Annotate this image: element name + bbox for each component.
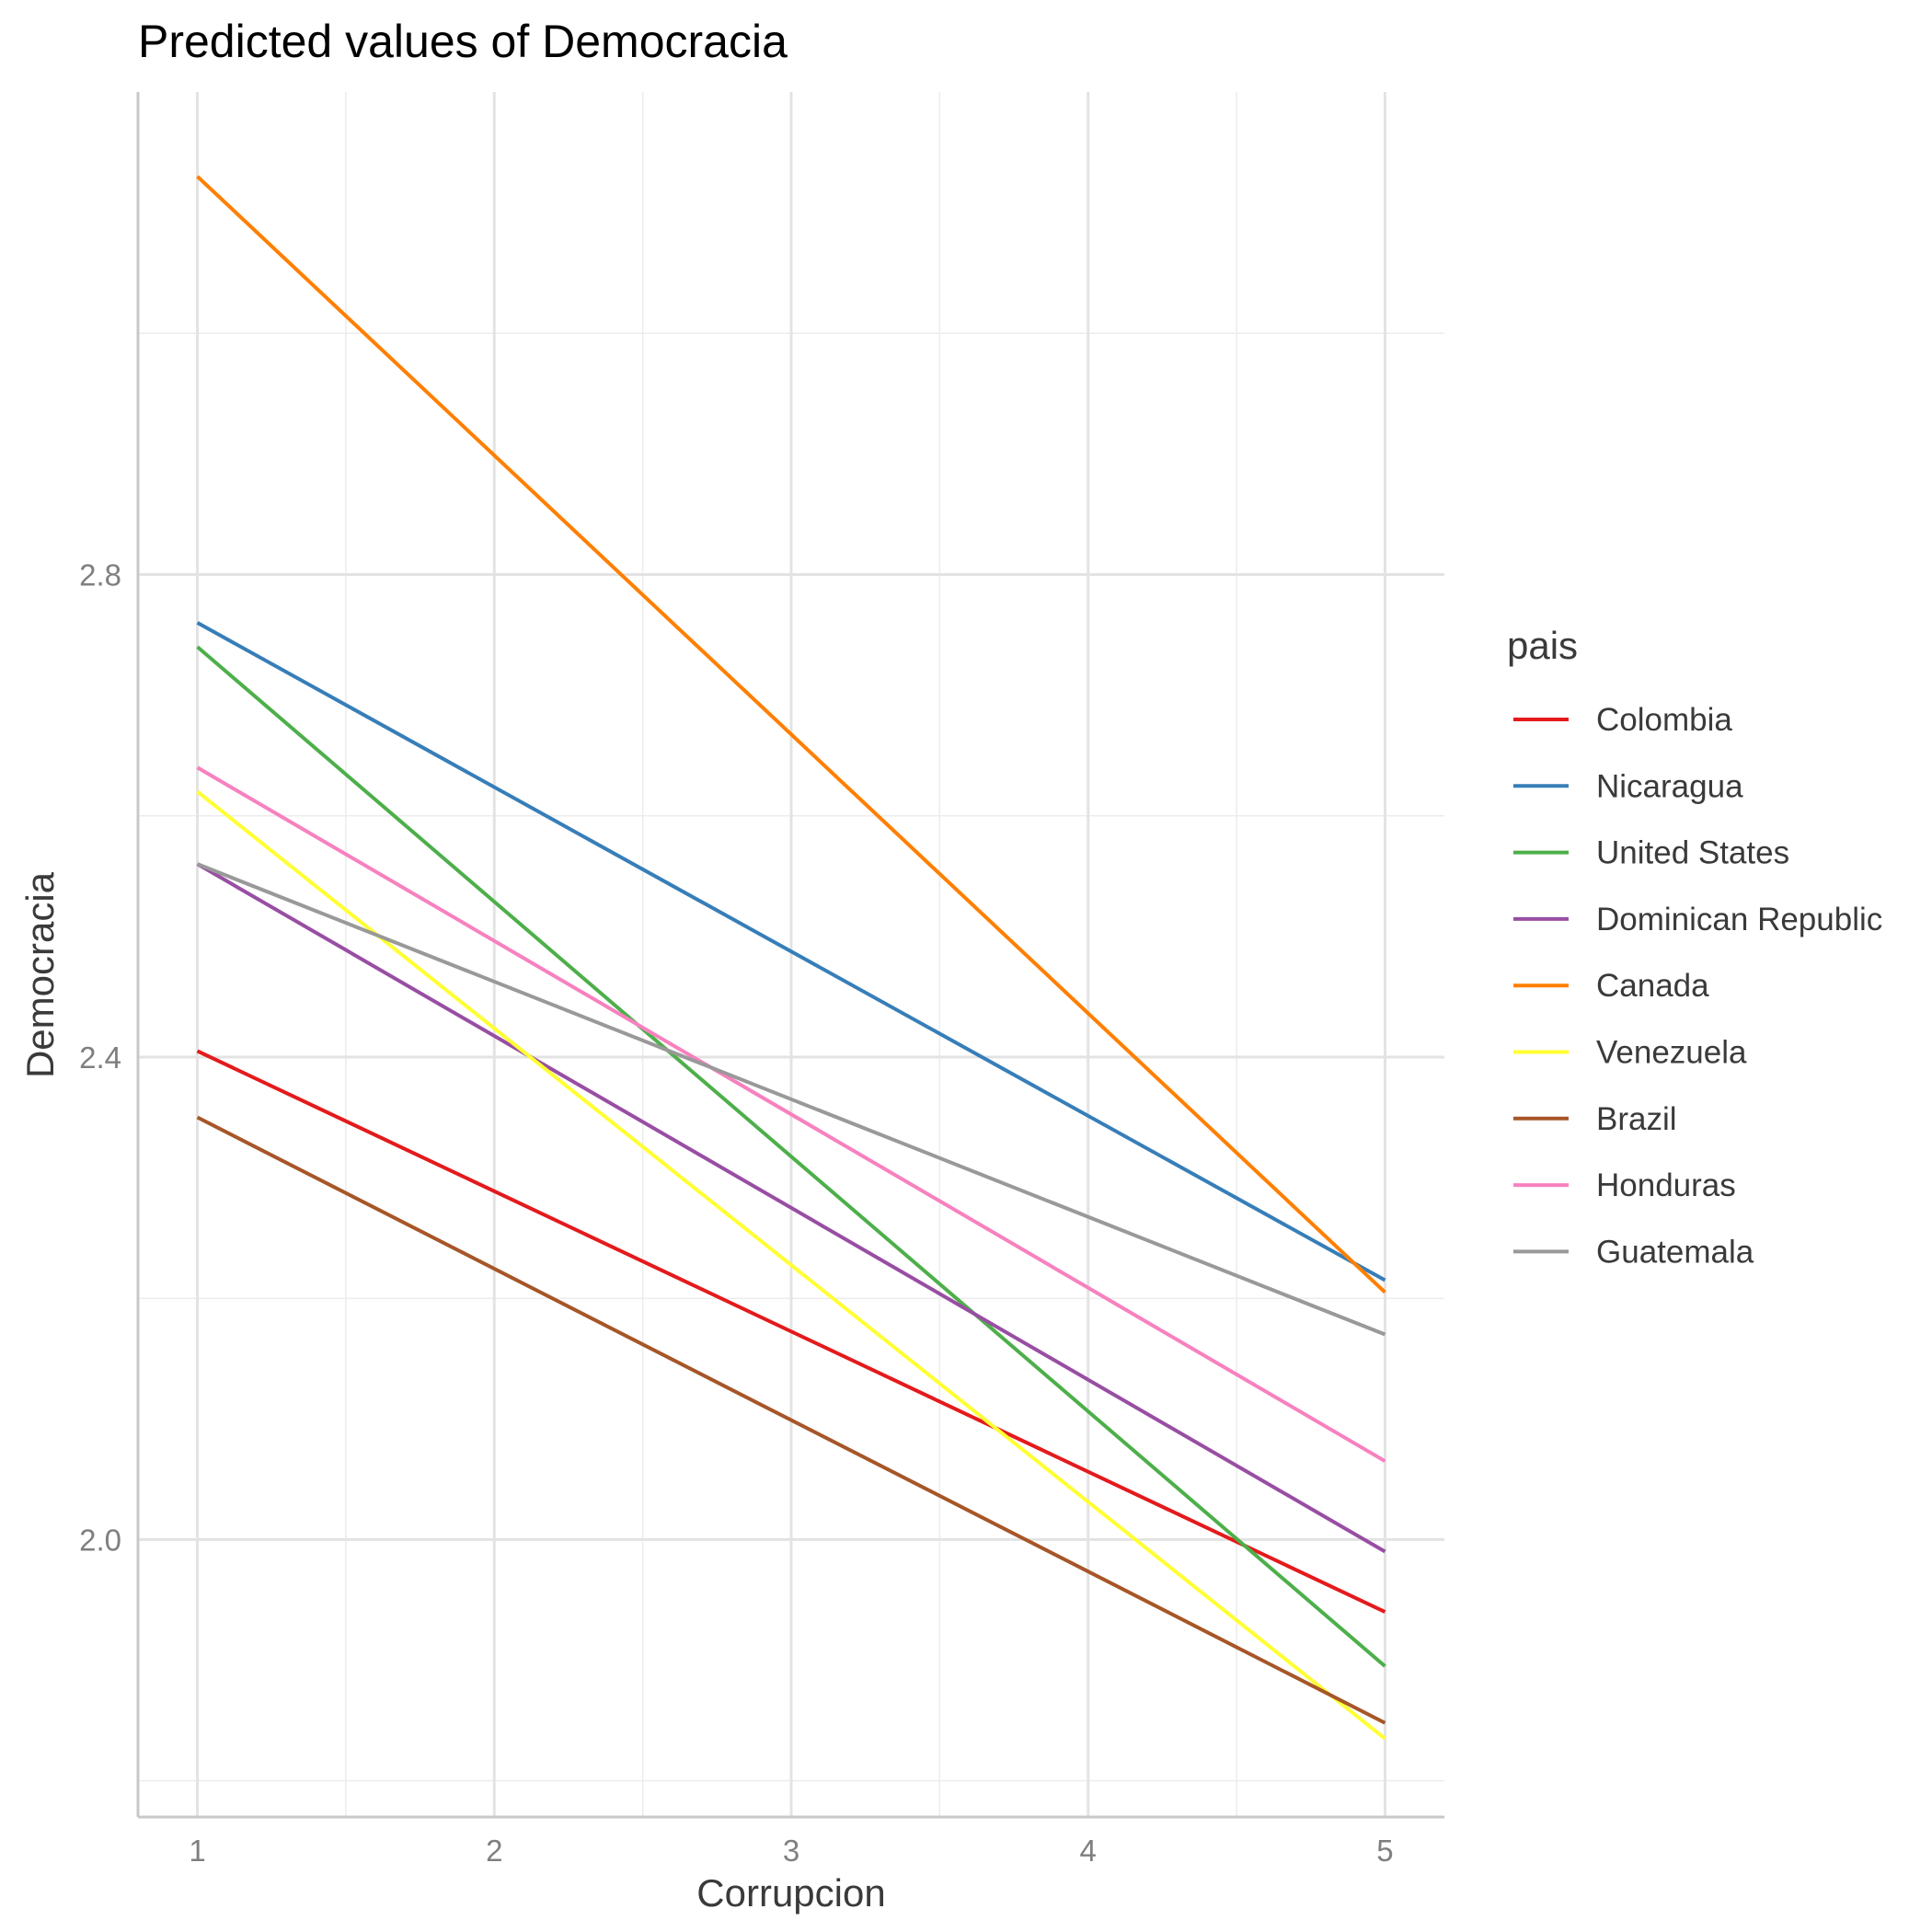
legend-label: Venezuela: [1596, 1035, 1747, 1071]
x-axis-title: Corrupcion: [696, 1871, 885, 1915]
x-tick-label: 3: [783, 1834, 799, 1868]
legend: pais Colombia Nicaragua United States Domin…: [1507, 624, 1882, 1270]
legend-title: pais: [1507, 624, 1578, 667]
legend-label: Canada: [1596, 968, 1709, 1004]
y-tick-label: 2.4: [79, 1041, 121, 1075]
x-tick-label: 4: [1080, 1834, 1097, 1868]
axes: [136, 92, 1444, 1819]
series-line: [196, 765, 1386, 1463]
series-line: [196, 1115, 1386, 1725]
series-line: [196, 1049, 1386, 1614]
legend-label: Dominican Republic: [1596, 902, 1882, 937]
series-line: [196, 175, 1386, 1294]
y-axis-title: Democracia: [18, 871, 62, 1078]
series-line: [196, 621, 1386, 1282]
x-tick-label: 5: [1376, 1834, 1393, 1868]
gridlines: [138, 92, 1444, 1817]
legend-label: Nicaragua: [1596, 768, 1743, 804]
tick-labels: 1 2 3 4 5 2.0 2.4 2.8: [79, 558, 1394, 1868]
legend-label: Brazil: [1596, 1101, 1677, 1137]
series-lines: [196, 175, 1386, 1741]
series-line: [196, 862, 1386, 1554]
series-line: [196, 789, 1386, 1741]
x-tick-label: 1: [189, 1834, 205, 1868]
y-tick-label: 2.8: [79, 558, 121, 592]
legend-label: Guatemala: [1596, 1234, 1754, 1270]
series-line: [196, 645, 1386, 1668]
chart-title: Predicted values of Democracia: [138, 16, 788, 67]
y-tick-label: 2.0: [79, 1523, 121, 1557]
legend-label: Honduras: [1596, 1167, 1736, 1203]
x-tick-label: 2: [486, 1834, 502, 1868]
legend-label: United States: [1596, 835, 1789, 871]
series-line: [196, 862, 1386, 1337]
legend-label: Colombia: [1596, 702, 1732, 738]
